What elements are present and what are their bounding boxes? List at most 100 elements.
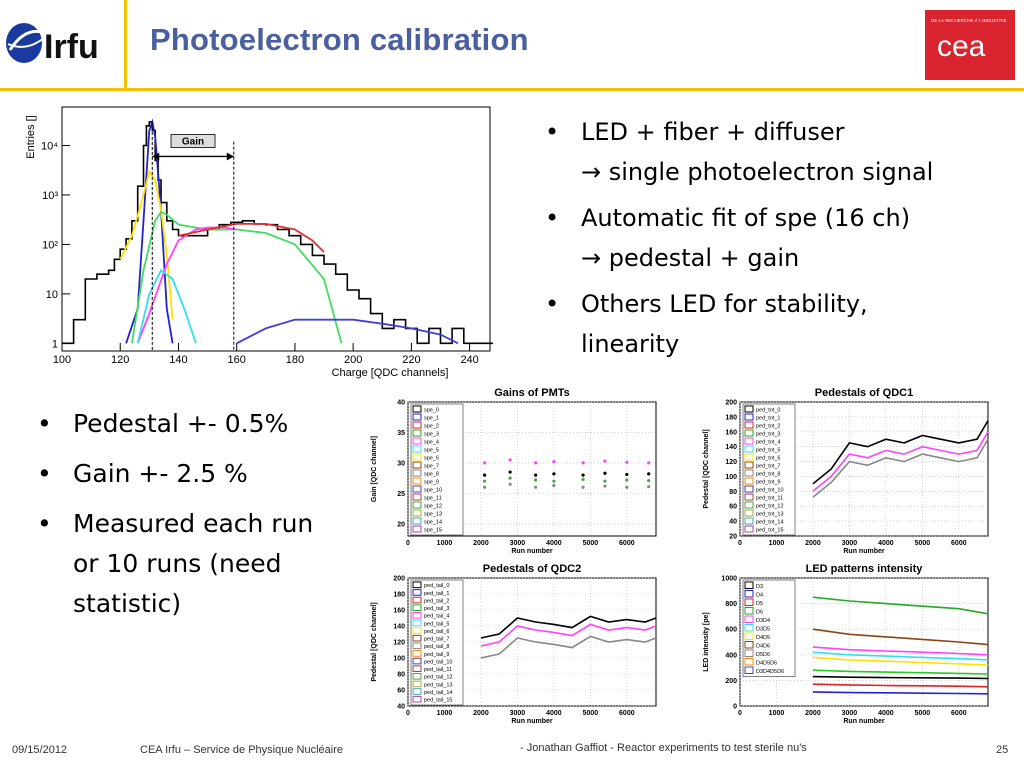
legend-entry: ped_tail_15 <box>424 698 452 704</box>
x-tick-label: 160 <box>228 354 246 366</box>
x-tick-label: 0 <box>406 710 410 717</box>
y-tick-label: 30 <box>397 460 405 467</box>
data-point <box>482 473 487 477</box>
footer-talk-title: - Jonathan Gaffiot - Reactor experiments… <box>520 742 807 754</box>
legend-swatch <box>744 641 754 649</box>
arrow-icon: → <box>581 244 602 272</box>
series-line <box>136 268 197 344</box>
series-line <box>178 223 325 253</box>
legend-entry: ped_tot_11 <box>756 496 783 502</box>
y-tick-label: 100 <box>393 656 405 663</box>
footer-date: 09/15/2012 <box>12 744 68 756</box>
series-line <box>812 646 989 656</box>
legend-swatch <box>744 517 754 525</box>
legend-entry: spe_11 <box>424 496 442 502</box>
bullet-item: Measured each run or 10 runs (need stati… <box>37 504 357 624</box>
svg-text:cea: cea <box>937 30 986 63</box>
y-tick-label: 40 <box>397 704 405 711</box>
data-point <box>625 478 629 482</box>
legend-entry: D3 <box>756 584 763 590</box>
series-line <box>119 169 174 320</box>
x-tick-label: 6000 <box>951 540 967 547</box>
plot-frame <box>61 106 491 352</box>
bullet-text: single photoelectron signal <box>608 158 934 186</box>
legend-entry: ped_tot_6 <box>756 456 780 462</box>
y-axis-label: LED intensity [pe] <box>703 612 710 672</box>
legend-swatch <box>744 509 754 517</box>
legend-swatch <box>412 619 422 627</box>
data-point <box>534 478 538 482</box>
legend-entry: spe_15 <box>424 528 442 534</box>
data-point <box>581 473 585 477</box>
bullet-item: Gain +- 2.5 % <box>37 454 357 494</box>
legend-entry: ped_tot_0 <box>756 408 780 414</box>
y-tick-label: 60 <box>397 688 405 695</box>
chart-title: Pedestals of QDC1 <box>815 387 913 399</box>
y-tick-label: 100 <box>725 474 737 481</box>
series-line <box>812 691 989 695</box>
legend-entry: D6 <box>756 610 763 616</box>
legend-swatch <box>744 453 754 461</box>
series-line <box>812 628 989 646</box>
legend-swatch <box>412 634 422 642</box>
legend-swatch <box>744 525 754 533</box>
x-axis-label: Run number <box>511 548 552 555</box>
x-tick-label: 6000 <box>951 710 967 717</box>
legend-swatch <box>744 405 754 413</box>
x-tick-label: 2000 <box>473 540 489 547</box>
legend-entry: ped_tot_7 <box>756 464 780 470</box>
x-tick-label: 5000 <box>583 540 599 547</box>
x-tick-label: 0 <box>406 540 410 547</box>
data-point <box>647 461 651 465</box>
legend-entry: ped_tail_3 <box>424 606 449 612</box>
x-tick-label: 4000 <box>546 540 562 547</box>
legend-swatch <box>412 612 422 619</box>
legend-entry: spe_7 <box>424 464 439 470</box>
legend-entry: ped_tail_7 <box>424 637 449 643</box>
legend-swatch <box>744 485 754 493</box>
gain-label-box <box>170 134 216 148</box>
data-point <box>603 459 607 463</box>
bullet-text: or 10 runs (need <box>73 549 282 578</box>
data-point <box>482 479 487 483</box>
x-tick-label: 1000 <box>437 710 453 717</box>
x-tick-label: 220 <box>402 354 420 366</box>
legend-swatch <box>744 658 754 666</box>
legend-entry: D4D6 <box>756 644 770 650</box>
legend-entry: spe_6 <box>424 456 439 462</box>
series-line <box>812 431 989 492</box>
series-line <box>480 635 657 659</box>
bullet-text: Pedestal +- 0.5% <box>73 409 289 438</box>
legend-swatch <box>412 477 422 485</box>
slide-header: Irfu Photoelectron calibration DE LA REC… <box>0 0 1024 91</box>
bullet-item: Pedestal +- 0.5% <box>37 404 357 444</box>
data-point <box>534 461 538 465</box>
legend-entry: ped_tot_3 <box>756 432 780 438</box>
chart-title: Gains of PMTs <box>494 387 570 399</box>
data-point <box>647 478 651 483</box>
series-line <box>812 438 989 498</box>
legend-entry: ped_tail_2 <box>424 598 449 604</box>
legend-swatch <box>412 525 422 533</box>
legend-entry: spe_2 <box>424 424 439 430</box>
legend-entry: spe_9 <box>424 480 439 486</box>
pedestals-qdc1-plot: Pedestals of QDC1 0 1000 2000 3000 4000 5000 60… <box>700 380 992 555</box>
data-point <box>508 470 512 474</box>
legend-entry: ped_tail_4 <box>424 614 449 620</box>
legend-swatch <box>744 477 754 485</box>
legend-entry: ped_tail_13 <box>424 682 452 688</box>
y-tick-label: 20 <box>729 534 737 541</box>
data-point <box>534 473 538 477</box>
header-divider-horizontal <box>0 88 1024 91</box>
legend-swatch <box>412 501 422 509</box>
chart-title: LED patterns intensity <box>806 563 924 575</box>
legend-swatch <box>744 493 754 501</box>
legend-entry: D5D6 <box>756 652 770 658</box>
legend-entry: spe_0 <box>424 408 439 414</box>
legend-swatch <box>744 581 754 589</box>
data-point <box>482 461 487 465</box>
x-tick-label: 4000 <box>878 540 894 547</box>
y-tick-label: 140 <box>725 444 737 451</box>
legend-swatch <box>744 413 754 421</box>
